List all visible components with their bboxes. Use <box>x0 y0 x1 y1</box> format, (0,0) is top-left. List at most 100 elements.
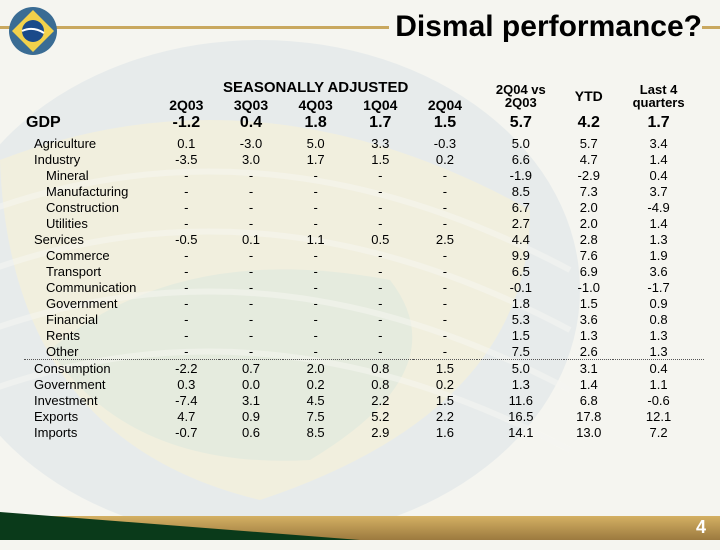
table-row: Manufacturing-----8.57.33.7 <box>24 183 704 199</box>
cell: - <box>154 215 219 231</box>
cell: 1.9 <box>613 247 704 263</box>
cell: 0.2 <box>413 151 478 167</box>
cell: 1.3 <box>477 376 564 392</box>
cell: 3.1 <box>219 392 284 408</box>
cell: 7.3 <box>564 183 613 199</box>
col-ytd: YTD <box>564 78 613 113</box>
col-1q04: 1Q04 <box>348 96 413 113</box>
cell: 2.8 <box>564 231 613 247</box>
cell: -2.9 <box>564 167 613 183</box>
cell: 0.1 <box>219 231 284 247</box>
cell: - <box>154 167 219 183</box>
cell: 0.7 <box>219 360 284 377</box>
cell: 2.6 <box>564 343 613 360</box>
cell: 16.5 <box>477 408 564 424</box>
row-label: Rents <box>24 327 154 343</box>
table-row: Consumption-2.20.72.00.81.55.03.10.4 <box>24 360 704 377</box>
cell: - <box>348 311 413 327</box>
cell: 1.5 <box>477 327 564 343</box>
row-label: Government <box>24 295 154 311</box>
cell: - <box>154 183 219 199</box>
col-2q04vs2q03: 2Q04 vs2Q03 <box>477 78 564 113</box>
cell: 7.2 <box>613 424 704 440</box>
cell: - <box>413 167 478 183</box>
cell: -1.7 <box>613 279 704 295</box>
cell: 5.0 <box>283 135 348 151</box>
cell: 3.6 <box>564 311 613 327</box>
table-row: Services-0.50.11.10.52.54.42.81.3 <box>24 231 704 247</box>
brazil-globe-logo <box>8 6 58 56</box>
cell: 2.7 <box>477 215 564 231</box>
cell: -1.9 <box>477 167 564 183</box>
table-row: Industry-3.53.01.71.50.26.64.71.4 <box>24 151 704 167</box>
cell: 1.3 <box>564 327 613 343</box>
cell: 1.4 <box>613 151 704 167</box>
cell: - <box>413 311 478 327</box>
cell: - <box>413 215 478 231</box>
row-label: Mineral <box>24 167 154 183</box>
table-row: Mineral------1.9-2.90.4 <box>24 167 704 183</box>
cell: - <box>283 343 348 360</box>
cell: - <box>154 247 219 263</box>
cell: - <box>154 327 219 343</box>
cell: 6.8 <box>564 392 613 408</box>
cell: 0.3 <box>154 376 219 392</box>
data-table-wrap: SEASONALLY ADJUSTED 2Q04 vs2Q03 YTD Last… <box>24 78 704 440</box>
cell: 7.6 <box>564 247 613 263</box>
row-label: Industry <box>24 151 154 167</box>
row-label: Commerce <box>24 247 154 263</box>
cell: 0.8 <box>613 311 704 327</box>
cell: - <box>154 311 219 327</box>
cell: - <box>219 295 284 311</box>
cell: 0.9 <box>613 295 704 311</box>
col-4q03: 4Q03 <box>283 96 348 113</box>
row-label: Transport <box>24 263 154 279</box>
table-row: Construction-----6.72.0-4.9 <box>24 199 704 215</box>
col-2q04: 2Q04 <box>413 96 478 113</box>
cell: 4.7 <box>564 151 613 167</box>
cell: 1.3 <box>613 327 704 343</box>
cell: - <box>348 295 413 311</box>
cell: - <box>348 343 413 360</box>
cell: 3.7 <box>613 183 704 199</box>
cell: - <box>283 215 348 231</box>
cell: 9.9 <box>477 247 564 263</box>
cell: 2.0 <box>283 360 348 377</box>
cell: 5.7 <box>564 135 613 151</box>
cell: 4.4 <box>477 231 564 247</box>
cell: 0.2 <box>413 376 478 392</box>
cell: 2.9 <box>348 424 413 440</box>
row-label: Services <box>24 231 154 247</box>
cell: 1.3 <box>613 343 704 360</box>
sa-header: SEASONALLY ADJUSTED <box>154 78 477 96</box>
cell: 2.0 <box>564 199 613 215</box>
cell: - <box>283 295 348 311</box>
cell: - <box>219 247 284 263</box>
cell: 3.3 <box>348 135 413 151</box>
cell: 8.5 <box>477 183 564 199</box>
cell: 7.5 <box>283 408 348 424</box>
cell: - <box>413 183 478 199</box>
col-last4q: Last 4quarters <box>613 78 704 113</box>
cell: - <box>219 167 284 183</box>
cell: 14.1 <box>477 424 564 440</box>
cell: -4.9 <box>613 199 704 215</box>
table-row: Transport-----6.56.93.6 <box>24 263 704 279</box>
row-label: Utilities <box>24 215 154 231</box>
cell: 5.2 <box>348 408 413 424</box>
cell: 7.5 <box>477 343 564 360</box>
table-row: Agriculture0.1-3.05.03.3-0.35.05.73.4 <box>24 135 704 151</box>
row-label: Exports <box>24 408 154 424</box>
cell: - <box>348 167 413 183</box>
cell: 0.8 <box>348 376 413 392</box>
cell: 1.8 <box>477 295 564 311</box>
cell: - <box>219 215 284 231</box>
cell: - <box>348 247 413 263</box>
cell: - <box>283 311 348 327</box>
row-label: Manufacturing <box>24 183 154 199</box>
cell: -0.6 <box>613 392 704 408</box>
cell: - <box>154 263 219 279</box>
cell: - <box>219 327 284 343</box>
table-row: Investment-7.43.14.52.21.511.66.8-0.6 <box>24 392 704 408</box>
cell: - <box>413 263 478 279</box>
